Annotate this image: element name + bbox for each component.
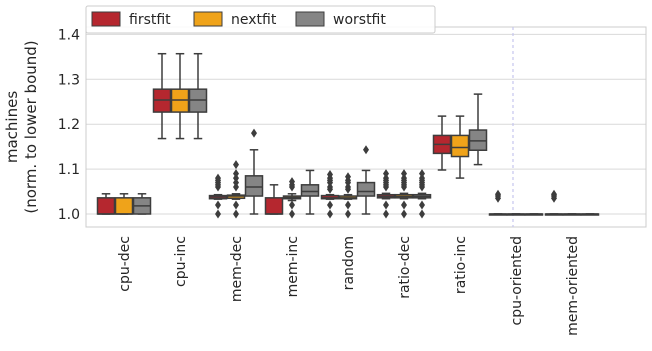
outlier-point — [233, 200, 239, 210]
outlier-point — [495, 189, 501, 199]
y-tick-label: 1.3 — [58, 72, 80, 88]
outlier-point — [251, 128, 257, 138]
box-firstfit-mem-inc — [264, 184, 284, 215]
box-series-layer — [96, 52, 600, 219]
box-iqr — [114, 197, 134, 215]
x-tick-label: mem-inc — [285, 236, 301, 297]
box-iqr — [300, 184, 320, 197]
y-tick-label: 1.4 — [58, 27, 80, 43]
box-worstfit-cpu-inc — [188, 52, 208, 140]
outlier-point — [383, 209, 389, 219]
x-tick-label: random — [341, 236, 357, 290]
box-firstfit-cpu-oriented — [488, 189, 508, 216]
x-tick-label: mem-oriented — [565, 236, 581, 336]
outlier-point — [401, 169, 407, 179]
x-tick-label: ratio-dec — [397, 236, 413, 299]
x-tick-label: cpu-inc — [173, 236, 189, 287]
x-tick-label: ratio-inc — [453, 236, 469, 294]
legend-frame — [85, 5, 436, 34]
y-tick-label: 1.1 — [58, 162, 80, 178]
outlier-point — [233, 209, 239, 219]
box-firstfit-cpu-inc — [152, 52, 172, 140]
box-iqr — [356, 181, 376, 197]
outlier-point — [215, 200, 221, 210]
box-worstfit-random — [356, 145, 376, 215]
legend-swatch-worstfit — [295, 11, 325, 27]
box-nextfit-mem-inc — [282, 177, 302, 219]
outlier-point — [345, 200, 351, 210]
outlier-point — [215, 173, 221, 183]
outlier-point — [289, 177, 295, 187]
box-nextfit-mem-dec — [226, 160, 246, 219]
outlier-point — [419, 169, 425, 179]
box-nextfit-random — [338, 172, 358, 219]
box-worstfit-cpu-oriented — [524, 213, 544, 216]
y-axis-label-secondary: (norm. to lower bound) — [22, 40, 40, 213]
x-tick-label: cpu-dec — [117, 236, 133, 292]
x-tick-label: cpu-oriented — [509, 236, 525, 325]
y-tick-label: 1.2 — [58, 117, 80, 133]
legend-label-worstfit: worstfit — [333, 12, 386, 28]
outlier-point — [233, 160, 239, 170]
outlier-point — [401, 200, 407, 210]
box-firstfit-mem-oriented — [544, 189, 564, 216]
box-firstfit-ratio-dec — [376, 169, 396, 219]
outlier-point — [419, 200, 425, 210]
outlier-point — [551, 189, 557, 199]
outlier-point — [383, 169, 389, 179]
outlier-point — [327, 200, 333, 210]
box-iqr — [244, 175, 264, 197]
outlier-point — [327, 169, 333, 179]
outlier-point — [401, 209, 407, 219]
legend-swatch-firstfit — [91, 11, 121, 27]
box-worstfit-ratio-dec — [412, 169, 432, 219]
box-nextfit-cpu-oriented — [506, 213, 526, 216]
outlier-point — [363, 145, 369, 155]
box-iqr — [264, 197, 284, 215]
box-firstfit-cpu-dec — [96, 193, 116, 215]
box-worstfit-cpu-dec — [132, 193, 152, 215]
outlier-point — [345, 172, 351, 182]
box-nextfit-cpu-inc — [170, 52, 190, 140]
legend-label-nextfit: nextfit — [231, 12, 277, 28]
outlier-point — [327, 209, 333, 219]
box-worstfit-mem-dec — [244, 128, 264, 215]
y-tick-label: 1.0 — [58, 207, 80, 223]
box-firstfit-mem-dec — [208, 173, 228, 219]
outlier-point — [233, 169, 239, 179]
outlier-point — [383, 200, 389, 210]
x-axis-ticks: cpu-dec cpu-inc mem-dec mem-inc random ratio-… — [117, 236, 581, 336]
outlier-point — [345, 209, 351, 219]
outlier-point — [289, 200, 295, 210]
legend-swatch-nextfit — [193, 11, 223, 27]
box-worstfit-mem-oriented — [580, 213, 600, 216]
box-nextfit-ratio-inc — [450, 115, 470, 179]
y-axis-label: machines — [3, 91, 21, 163]
box-nextfit-mem-oriented — [562, 213, 582, 216]
box-nextfit-cpu-dec — [114, 193, 134, 215]
outlier-point — [419, 209, 425, 219]
outlier-point — [289, 209, 295, 219]
outlier-point — [215, 209, 221, 219]
box-firstfit-ratio-inc — [432, 115, 452, 171]
box-nextfit-ratio-dec — [394, 169, 414, 219]
box-worstfit-mem-inc — [300, 169, 320, 215]
x-tick-label: mem-dec — [229, 236, 245, 302]
legend-label-firstfit: firstfit — [129, 12, 171, 28]
legend: firstfit nextfit worstfit — [85, 5, 436, 34]
box-worstfit-ratio-inc — [468, 93, 488, 166]
box-iqr — [96, 197, 116, 215]
box-firstfit-random — [320, 169, 340, 219]
box-iqr — [450, 134, 470, 158]
y-axis-ticks: 1.0 1.1 1.2 1.3 1.4 — [58, 27, 80, 223]
